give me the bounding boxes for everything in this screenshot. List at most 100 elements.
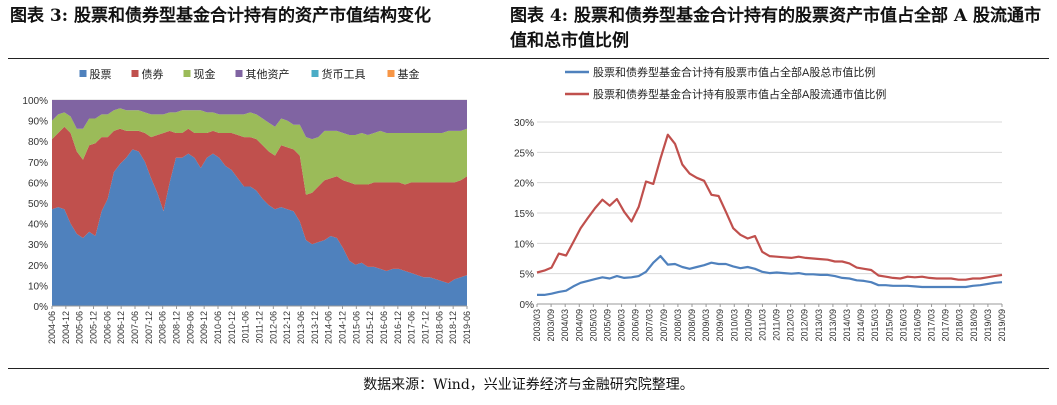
x-tick-label: 2005-12 [89,311,99,344]
x-tick-label: 2008/03 [673,309,683,342]
legend-item-基金: 基金 [387,67,420,81]
y-tick-label: 10% [28,281,48,292]
line-chart-market-share: 股票和债券型基金合计持有股票市值占全部A股总市值比例股票和债券型基金合计持有股票… [514,65,1007,342]
legend-swatch [311,70,319,77]
x-tick-label: 2009/09 [715,309,725,342]
y-tick-label: 20% [28,261,48,272]
x-tick-label: 2015/03 [870,309,880,342]
area-chart-asset-structure: 股票 债券 现金 其他资产 货币工具 基金 0% 10% 20% 30% 40% 50% 60% 70%… [22,67,472,344]
x-tick-label: 2003/03 [532,309,542,342]
x-tick-label: 2016/09 [912,309,922,342]
left-chart-title: 图表 3: 股票和债券型基金合计持有的资产市值结构变化 [10,6,431,26]
x-tick-label: 2019/03 [983,309,993,342]
y-tick-label: 30% [514,118,534,129]
legend-item-其他资产: 其他资产 [235,67,290,81]
x-tick-label: 2014-06 [324,311,334,344]
legend-swatch [183,70,191,77]
y-tick-label: 20% [514,179,534,190]
legend-label: 股票和债券型基金合计持有股票市值占全部A股流通市值比例 [593,87,886,101]
y-tick-label: 100% [22,96,48,107]
x-tick-label: 2012-12 [282,311,292,344]
x-tick-label: 2006-06 [102,311,112,344]
legend-label: 其他资产 [246,67,290,81]
x-tick-label: 2016-12 [393,311,403,344]
x-tick-label: 2019/09 [997,309,1007,342]
legend-item: 股票和债券型基金合计持有股票市值占全部A股总市值比例 [565,65,875,79]
top-divider [8,58,1049,59]
area-其他资产 [52,100,467,140]
area-股票 [52,149,467,306]
legend-label: 股票 [90,68,112,81]
legend-swatch [235,70,243,77]
x-tick-label: 2007-06 [130,311,140,344]
x-tick-label: 2012-06 [268,311,278,344]
x-tick-label: 2008-06 [158,311,168,344]
x-tick-label: 2014/03 [842,309,852,342]
series-line [537,255,1003,296]
legend-item-债券: 债券 [131,67,164,81]
legend-swatch [387,70,395,77]
y-tick-label: 50% [28,199,48,210]
y-tick-label: 25% [514,148,534,159]
x-tick-label: 2015-12 [365,311,375,344]
x-tick-label: 2014-12 [338,311,348,344]
area-债券 [52,126,467,284]
legend-item-股票: 股票 [79,68,112,81]
legend-label: 基金 [398,67,420,81]
x-tick-label: 2016-06 [379,311,389,344]
x-tick-label: 2007-12 [144,311,154,344]
x-tick-label: 2013/03 [814,309,824,342]
x-tick-label: 2005-06 [75,311,85,344]
x-tick-label: 2007/09 [659,309,669,342]
x-tick-label: 2012/09 [800,309,810,342]
x-tick-label: 2004-12 [61,311,71,344]
area-现金 [52,108,467,195]
y-tick-label: 0% [34,302,49,313]
y-tick-label: 90% [28,117,48,128]
x-tick-label: 2018/09 [969,309,979,342]
y-tick-label: 5% [520,270,535,281]
x-tick-label: 2016/03 [898,309,908,342]
x-tick-label: 2015-06 [351,311,361,344]
y-tick-label: 0% [520,300,535,311]
x-tick-label: 2018/03 [955,309,965,342]
y-tick-label: 70% [28,158,48,169]
legend-label: 股票和债券型基金合计持有股票市值占全部A股总市值比例 [593,65,875,79]
x-tick-label: 2010-12 [227,311,237,344]
x-tick-label: 2004-06 [47,311,57,344]
x-tick-label: 2013-06 [296,311,306,344]
x-tick-label: 2018-06 [434,311,444,344]
legend-label: 货币工具 [322,67,366,81]
x-tick-label: 2017/09 [941,309,951,342]
legend-item-货币工具: 货币工具 [311,67,366,81]
right-chart-title: 图表 4: 股票和债券型基金合计持有的股票资产市值占全部 A 股流通市值和总市值… [510,6,1041,51]
x-tick-label: 2011-06 [241,311,251,343]
x-tick-label: 2014/09 [856,309,866,342]
x-tick-label: 2006/03 [617,309,627,342]
x-tick-label: 2005/09 [602,309,612,342]
legend-item-现金: 现金 [183,67,216,81]
x-tick-label: 2017-06 [407,311,417,344]
bottom-divider [8,368,1049,369]
x-tick-label: 2006/09 [631,309,641,342]
y-tick-label: 30% [28,240,48,251]
legend-label: 债券 [142,67,164,81]
series-lines [536,133,1003,296]
x-tick-label: 2011-12 [255,311,265,343]
x-tick-label: 2009/03 [701,309,711,342]
x-tick-label: 2018-12 [448,311,458,344]
y-tick-label: 15% [514,209,534,220]
x-tick-label: 2004/09 [574,309,584,342]
x-axis-ticks: 2004-06 2004-12 2005-06 2005-12 2006-06 2006-… [47,306,472,344]
x-tick-label: 2009-06 [185,311,195,344]
x-tick-label: 2009-12 [199,311,209,344]
legend: 股票和债券型基金合计持有股票市值占全部A股总市值比例股票和债券型基金合计持有股票… [565,65,886,101]
x-tick-label: 2013-12 [310,311,320,344]
source-note: 数据来源：Wind，兴业证券经济与金融研究院整理。 [363,377,694,393]
y-tick-label: 80% [28,137,48,148]
x-axis-ticks: 2003/03 2003/09 2004/03 2004/09 2005/03 2005/… [532,304,1007,342]
y-tick-label: 40% [28,220,48,231]
legend: 股票 债券 现金 其他资产 货币工具 基金 [79,67,420,81]
x-tick-label: 2013/09 [828,309,838,342]
legend-swatch [79,70,87,77]
